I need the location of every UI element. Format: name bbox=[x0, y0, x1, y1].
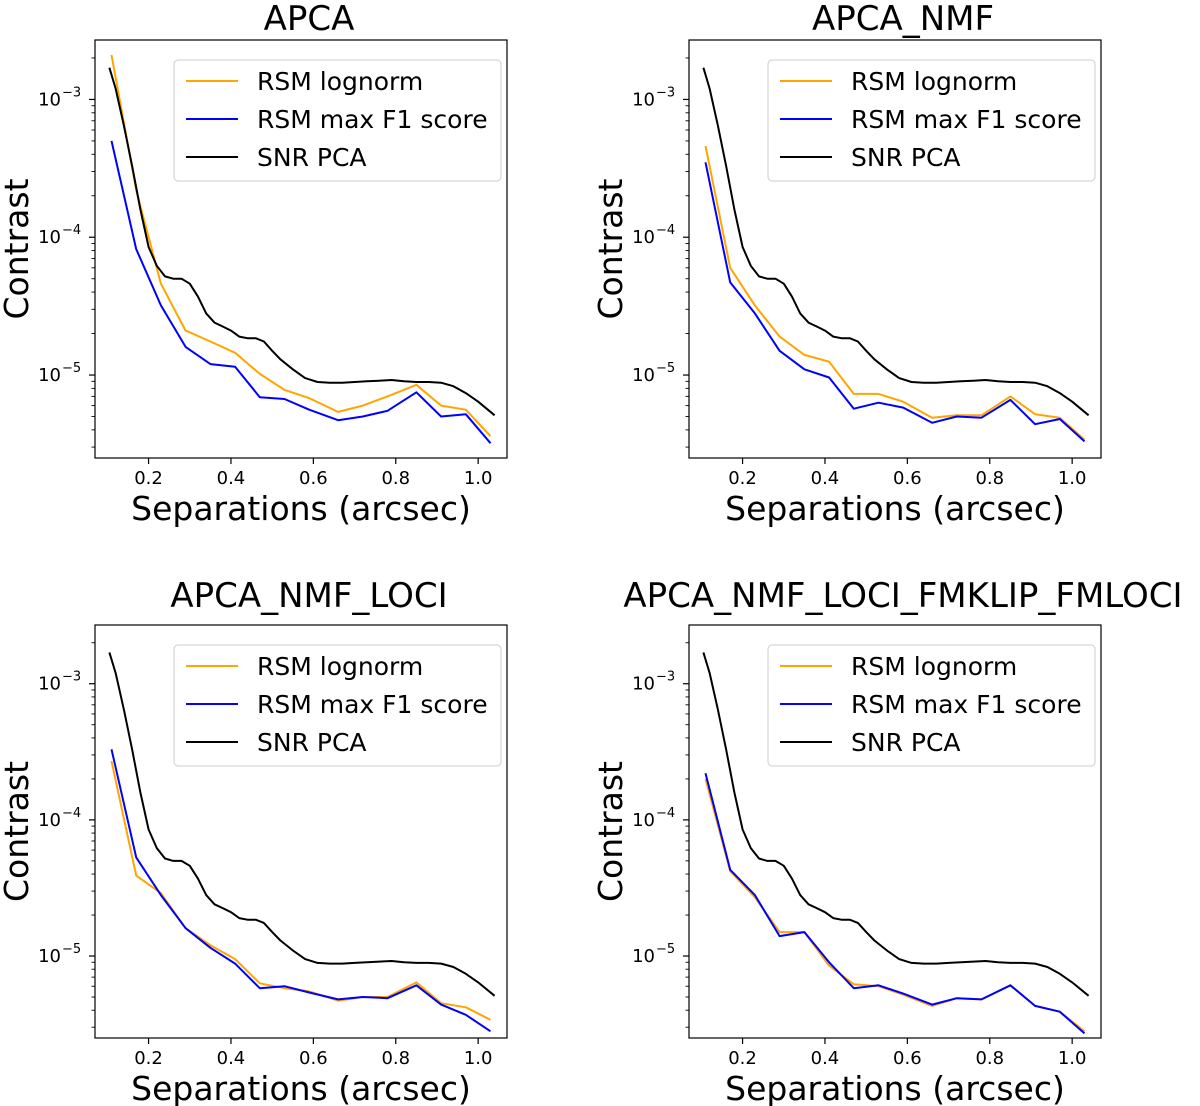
chart-panel-4: APCA_NMF_LOCI_FMKLIP_FMLOCI 0.2 0.4 0.6 0.8 1… bbox=[591, 576, 1183, 1106]
y-axis-label: Contrast bbox=[591, 178, 630, 319]
y-tick-exponent: −5 bbox=[62, 942, 81, 957]
x-axis-label: Separations (arcsec) bbox=[725, 489, 1065, 528]
x-tick-label: 0.6 bbox=[299, 1048, 328, 1069]
y-tick-exponent: −3 bbox=[62, 670, 81, 685]
legend-box bbox=[767, 59, 1096, 182]
legend-label: SNR PCA bbox=[257, 143, 367, 172]
x-tick-label: 0.2 bbox=[728, 468, 757, 489]
y-tick-label: 10 bbox=[38, 227, 61, 248]
legend-label: RSM lognorm bbox=[257, 652, 423, 681]
x-tick-label: 0.4 bbox=[217, 1048, 246, 1069]
y-tick-label: 10 bbox=[38, 365, 61, 386]
series-line-rsm-lognorm bbox=[110, 760, 491, 1021]
y-tick-exponent: −4 bbox=[62, 223, 81, 238]
y-tick-label: 10 bbox=[632, 946, 655, 967]
x-tick-label: 0.8 bbox=[381, 468, 410, 489]
x-tick-label: 1.0 bbox=[464, 1048, 493, 1069]
y-tick-label: 10 bbox=[38, 89, 61, 110]
y-tick-label: 10 bbox=[38, 810, 61, 831]
y-tick-exponent: −3 bbox=[656, 670, 675, 685]
plot-frame bbox=[94, 39, 508, 459]
legend-label: RSM max F1 score bbox=[851, 690, 1082, 719]
x-tick-label: 0.6 bbox=[893, 468, 922, 489]
series-line-rsm-lognorm bbox=[704, 778, 1086, 1033]
x-tick-label: 1.0 bbox=[1058, 468, 1087, 489]
x-tick-label: 0.6 bbox=[893, 1048, 922, 1069]
chart-title: APCA_NMF bbox=[812, 0, 994, 39]
series-line-snr-pca bbox=[702, 652, 1090, 997]
x-tick-label: 0.2 bbox=[134, 1048, 163, 1069]
x-axis-label: Separations (arcsec) bbox=[131, 1069, 471, 1106]
x-tick-label: 0.2 bbox=[728, 1048, 757, 1069]
x-tick-label: 0.6 bbox=[299, 468, 328, 489]
plot-frame bbox=[688, 624, 1102, 1039]
series-line-snr-pca bbox=[702, 67, 1090, 417]
legend-label: RSM lognorm bbox=[851, 652, 1017, 681]
legend-box bbox=[173, 644, 502, 767]
series-line-rsm-lognorm bbox=[704, 145, 1086, 441]
y-tick-exponent: −4 bbox=[656, 806, 675, 821]
chart-title: APCA bbox=[264, 0, 355, 39]
y-tick-exponent: −5 bbox=[656, 942, 675, 957]
y-tick-exponent: −5 bbox=[656, 361, 675, 376]
y-tick-label: 10 bbox=[632, 227, 655, 248]
x-tick-label: 0.8 bbox=[975, 468, 1004, 489]
series-line-rsm-max-f1-score bbox=[704, 773, 1086, 1035]
y-tick-label: 10 bbox=[632, 674, 655, 695]
y-axis-label: Contrast bbox=[0, 761, 36, 902]
x-tick-label: 0.2 bbox=[134, 468, 163, 489]
series-line-snr-pca bbox=[108, 652, 496, 997]
legend-label: SNR PCA bbox=[851, 143, 961, 172]
y-tick-label: 10 bbox=[632, 89, 655, 110]
y-tick-label: 10 bbox=[632, 365, 655, 386]
legend-box bbox=[767, 644, 1096, 767]
y-tick-exponent: −3 bbox=[62, 85, 81, 100]
plot-frame bbox=[94, 624, 508, 1039]
series-line-rsm-max-f1-score bbox=[110, 140, 492, 444]
x-tick-label: 0.4 bbox=[811, 1048, 840, 1069]
x-tick-label: 0.8 bbox=[975, 1048, 1004, 1069]
x-tick-label: 1.0 bbox=[464, 468, 493, 489]
x-tick-label: 0.4 bbox=[811, 468, 840, 489]
plot-frame bbox=[688, 39, 1102, 459]
x-axis-label: Separations (arcsec) bbox=[131, 489, 471, 528]
series-line-rsm-max-f1-score bbox=[110, 749, 492, 1033]
y-tick-exponent: −4 bbox=[656, 223, 675, 238]
y-tick-exponent: −4 bbox=[62, 806, 81, 821]
legend-label: RSM max F1 score bbox=[257, 105, 488, 134]
legend-label: SNR PCA bbox=[851, 728, 961, 757]
y-axis-label: Contrast bbox=[591, 761, 630, 902]
y-tick-exponent: −3 bbox=[656, 85, 675, 100]
series-line-rsm-max-f1-score bbox=[704, 162, 1086, 443]
x-tick-label: 1.0 bbox=[1058, 1048, 1087, 1069]
legend-label: SNR PCA bbox=[257, 728, 367, 757]
legend-label: RSM lognorm bbox=[257, 67, 423, 96]
x-tick-label: 0.4 bbox=[217, 468, 246, 489]
y-tick-label: 10 bbox=[38, 946, 61, 967]
y-tick-label: 10 bbox=[38, 674, 61, 695]
y-tick-exponent: −5 bbox=[62, 361, 81, 376]
legend-label: RSM max F1 score bbox=[851, 105, 1082, 134]
legend-box bbox=[173, 59, 502, 182]
legend-label: RSM lognorm bbox=[851, 67, 1017, 96]
x-tick-label: 0.8 bbox=[381, 1048, 410, 1069]
x-axis-label: Separations (arcsec) bbox=[725, 1069, 1065, 1106]
series-line-rsm-lognorm bbox=[110, 54, 492, 437]
chart-title: APCA_NMF_LOCI_FMKLIP_FMLOCI bbox=[623, 576, 1182, 616]
legend-label: RSM max F1 score bbox=[257, 690, 488, 719]
series-line-snr-pca bbox=[108, 67, 496, 417]
chart-title: APCA_NMF_LOCI bbox=[170, 576, 447, 616]
y-tick-label: 10 bbox=[632, 810, 655, 831]
y-axis-label: Contrast bbox=[0, 178, 36, 319]
